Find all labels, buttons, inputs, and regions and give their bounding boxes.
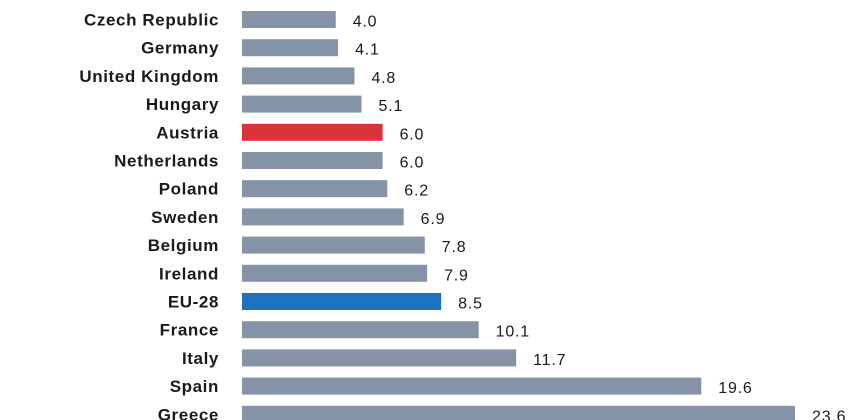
value-label-spain: 19.6 [718,380,752,397]
bar-belgium [242,236,425,254]
bar-hungary [242,95,362,113]
value-label-czech-republic: 4.0 [353,14,378,31]
category-label-spain: Spain [170,377,219,396]
category-label-hungary: Hungary [146,95,219,114]
category-label-italy: Italy [182,349,219,368]
bar-austria [242,123,383,141]
value-label-poland: 6.2 [404,183,429,200]
value-label-united-kingdom: 4.8 [371,70,396,87]
category-label-ireland: Ireland [159,264,219,283]
value-label-austria: 6.0 [400,126,425,143]
bar-united-kingdom [242,67,355,85]
category-label-belgium: Belgium [148,236,219,255]
bar-italy [242,349,517,367]
value-label-sweden: 6.9 [421,211,446,228]
category-label-czech-republic: Czech Republic [84,11,219,30]
category-label-netherlands: Netherlands [114,152,219,171]
bar-spain [242,377,702,395]
bar-france [242,321,479,339]
value-label-netherlands: 6.0 [400,155,425,172]
bar-greece [242,405,795,420]
category-label-france: France [160,321,219,340]
bar-netherlands [242,152,383,169]
bar-germany [242,39,339,57]
value-label-greece: 23.6 [812,408,846,420]
value-label-ireland: 7.9 [444,267,469,284]
bar-sweden [242,208,404,226]
value-label-germany: 4.1 [355,42,380,59]
value-label-france: 10.1 [496,324,530,341]
category-label-austria: Austria [156,123,219,142]
bar-czech-republic [242,11,336,28]
category-label-greece: Greece [158,405,219,420]
value-label-italy: 11.7 [533,352,566,369]
value-label-hungary: 5.1 [379,98,404,115]
category-label-united-kingdom: United Kingdom [79,67,219,86]
value-label-eu-28: 8.5 [458,296,483,313]
bar-ireland [242,264,428,282]
category-label-eu-28: EU-28 [168,293,219,312]
category-label-poland: Poland [159,180,219,199]
bar-poland [242,180,388,198]
bar-eu-28 [242,293,442,310]
value-label-belgium: 7.8 [442,239,467,256]
category-label-sweden: Sweden [151,208,219,227]
category-label-germany: Germany [141,39,219,58]
